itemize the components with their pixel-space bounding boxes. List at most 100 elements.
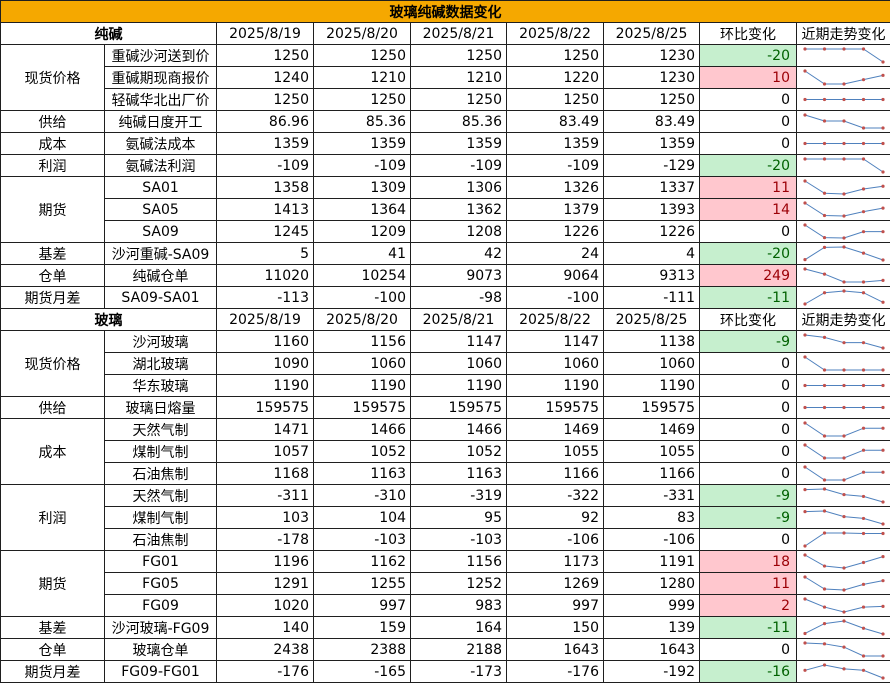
trend-cell <box>797 397 890 419</box>
sparkline <box>797 419 890 440</box>
sparkline <box>797 529 890 550</box>
value-cell: 1147 <box>507 331 604 353</box>
sparkline-point <box>803 302 806 305</box>
date-header: 2025/8/25 <box>604 309 700 331</box>
value-cell: -98 <box>411 287 507 309</box>
value-cell: 1166 <box>604 463 700 485</box>
value-cell: -173 <box>411 661 507 683</box>
value-cell: -165 <box>314 661 411 683</box>
sparkline-line <box>805 555 883 568</box>
value-cell: -113 <box>217 287 314 309</box>
sparkline-point <box>881 632 884 635</box>
sparkline-point <box>842 619 845 622</box>
sparkline-point <box>803 333 806 336</box>
value-cell: 1252 <box>411 573 507 595</box>
sparkline-point <box>842 515 845 518</box>
trend-cell <box>797 485 890 507</box>
trend-cell <box>797 331 890 353</box>
value-cell: 1196 <box>217 551 314 573</box>
sparkline-point <box>823 642 826 645</box>
trend-cell <box>797 419 890 441</box>
sparkline-point <box>803 223 806 226</box>
sparkline <box>797 551 890 572</box>
value-cell: 1250 <box>507 89 604 111</box>
sparkline-point <box>881 532 884 535</box>
change-cell: 249 <box>700 265 797 287</box>
item-name: 沙河重碱-SA09 <box>105 243 217 265</box>
change-cell: 0 <box>700 353 797 375</box>
sparkline-point <box>862 187 865 190</box>
sparkline-point <box>803 553 806 556</box>
sparkline-point <box>862 627 865 630</box>
date-header: 2025/8/20 <box>314 309 411 331</box>
value-cell: 1163 <box>314 463 411 485</box>
sparkline-line <box>805 599 883 612</box>
item-name: 沙河玻璃-FG09 <box>105 617 217 639</box>
value-cell: 1190 <box>314 375 411 397</box>
value-cell: 1466 <box>411 419 507 441</box>
change-cell: 0 <box>700 529 797 551</box>
value-cell: 1208 <box>411 221 507 243</box>
sparkline-point <box>881 346 884 349</box>
trend-cell <box>797 441 890 463</box>
value-cell: 1210 <box>411 67 507 89</box>
sparkline-point <box>881 185 884 188</box>
sparkline-point <box>803 355 806 358</box>
change-cell: 0 <box>700 111 797 133</box>
change-cell: -20 <box>700 155 797 177</box>
value-cell: 1359 <box>411 133 507 155</box>
trend-cell <box>797 573 890 595</box>
value-cell: 1052 <box>314 441 411 463</box>
value-cell: 1309 <box>314 177 411 199</box>
value-cell: 92 <box>507 507 604 529</box>
sparkline-point <box>803 465 806 468</box>
item-name: 煤制气制 <box>105 507 217 529</box>
value-cell: 4 <box>604 243 700 265</box>
sparkline-point <box>881 60 884 63</box>
sparkline-point <box>803 142 806 145</box>
trend-cell <box>797 375 890 397</box>
category-cell: 期货 <box>1 177 105 243</box>
value-cell: 1393 <box>604 199 700 221</box>
sparkline-point <box>803 669 806 672</box>
value-cell: -111 <box>604 287 700 309</box>
sparkline-point <box>803 201 806 204</box>
value-cell: 1269 <box>507 573 604 595</box>
value-cell: 1280 <box>604 573 700 595</box>
value-cell: -103 <box>314 529 411 551</box>
value-cell: 1245 <box>217 221 314 243</box>
sparkline-point <box>862 495 865 498</box>
value-cell: 83 <box>604 507 700 529</box>
value-cell: 150 <box>507 617 604 639</box>
sparkline-line <box>805 467 883 480</box>
trend-cell <box>797 67 890 89</box>
sparkline-line <box>805 357 883 370</box>
value-cell: -178 <box>217 529 314 551</box>
category-cell: 现货价格 <box>1 45 105 111</box>
value-cell: -129 <box>604 155 700 177</box>
item-name: SA05 <box>105 199 217 221</box>
value-cell: 159 <box>314 617 411 639</box>
sparkline-point <box>862 280 865 283</box>
sparkline-line <box>805 445 883 458</box>
value-cell: 1362 <box>411 199 507 221</box>
value-cell: 1359 <box>217 133 314 155</box>
value-cell: 1364 <box>314 199 411 221</box>
sparkline-point <box>803 384 806 387</box>
value-cell: 5 <box>217 243 314 265</box>
value-cell: 9313 <box>604 265 700 287</box>
value-cell: 1226 <box>604 221 700 243</box>
sparkline-point <box>803 641 806 644</box>
sparkline-point <box>862 47 865 50</box>
value-cell: 10254 <box>314 265 411 287</box>
